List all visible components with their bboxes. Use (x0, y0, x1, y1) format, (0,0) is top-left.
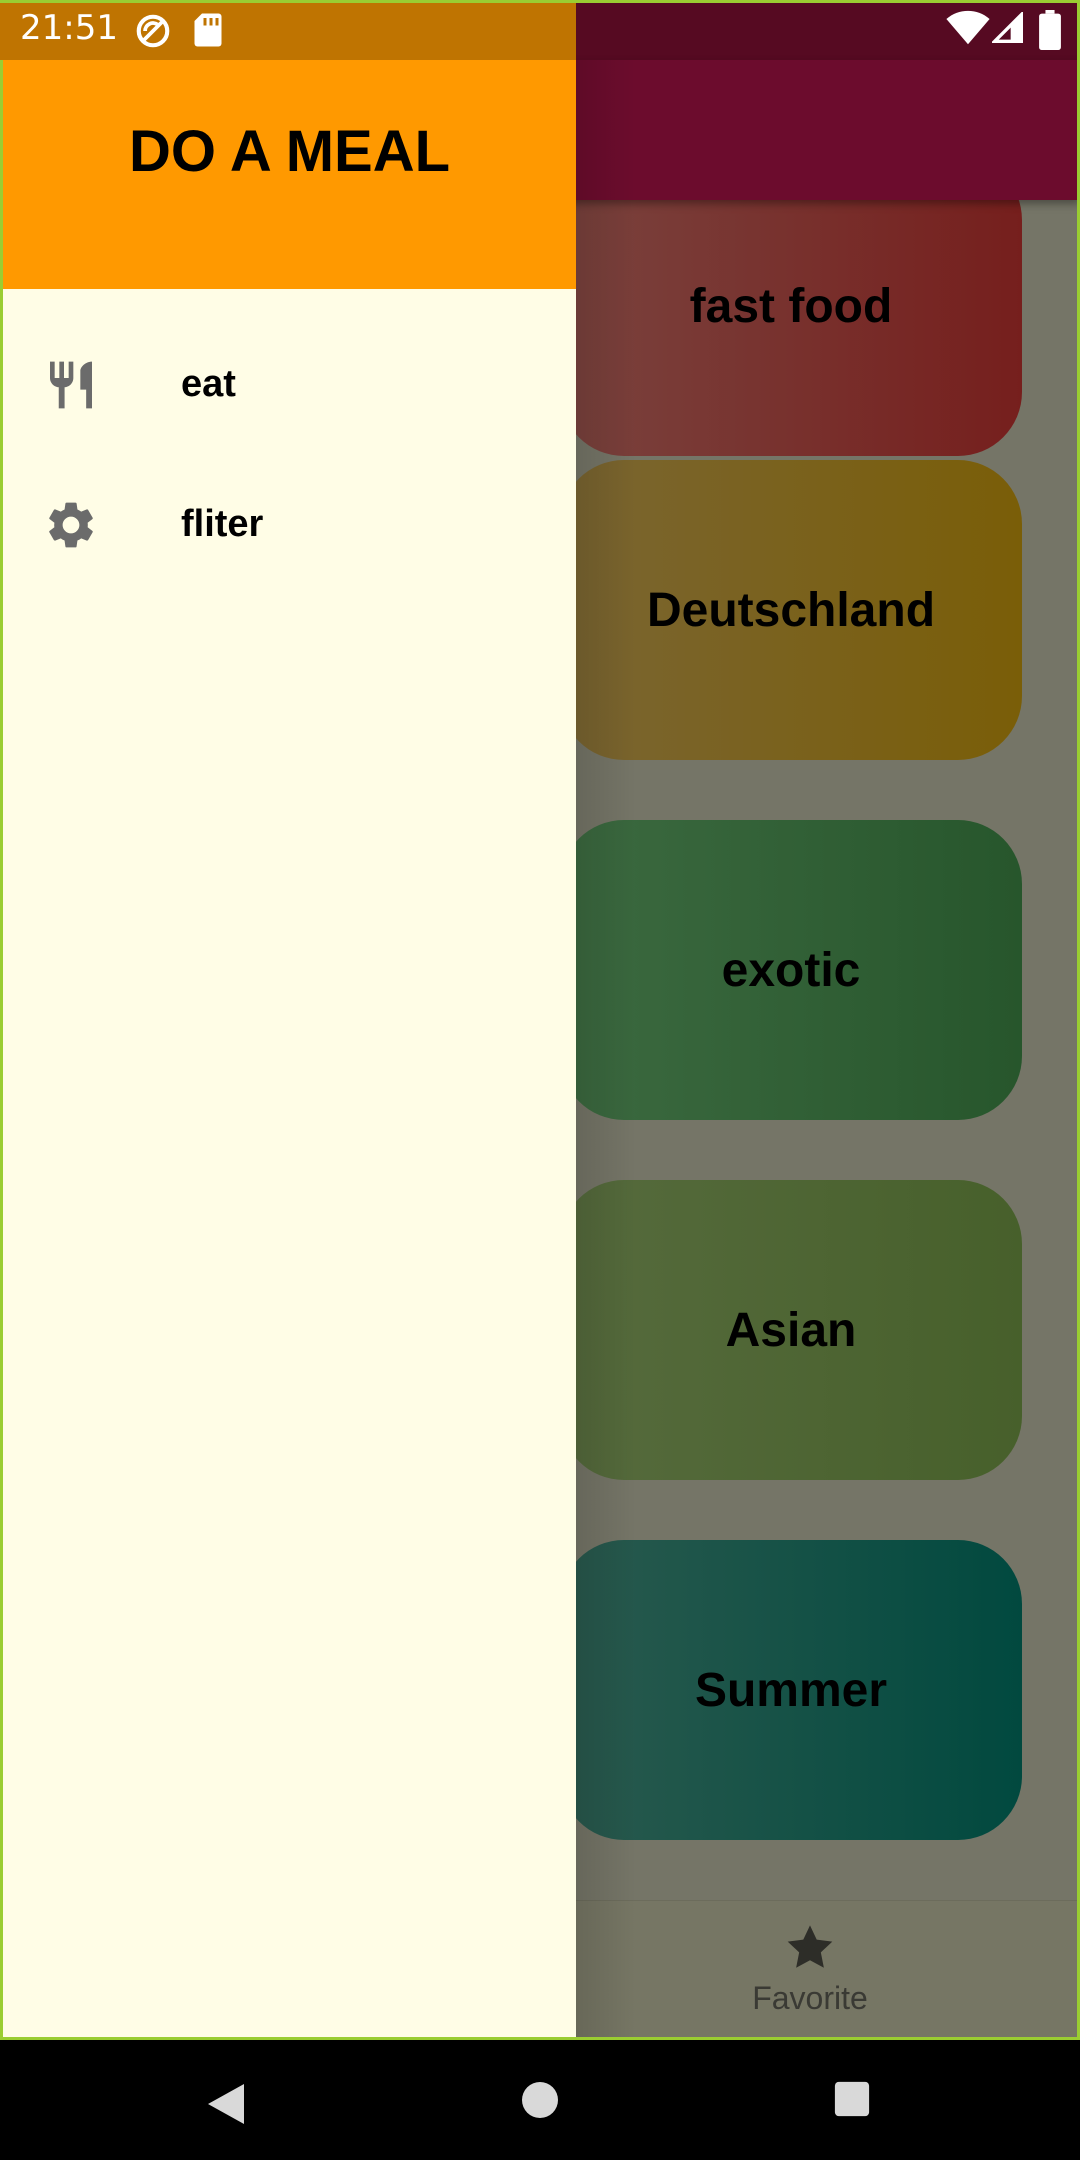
nav-item-favorite[interactable]: Favorite (740, 1921, 880, 2017)
drawer-item-filter[interactable]: fliter (3, 465, 576, 585)
sync-disabled-icon (136, 14, 170, 48)
drawer-title: DO A MEAL (128, 119, 451, 184)
category-card-exotic[interactable]: exotic (560, 820, 1022, 1120)
nav-favorite-label: Favorite (752, 1980, 868, 2016)
drawer-item-eat[interactable]: eat (3, 325, 576, 445)
back-icon[interactable] (204, 2080, 248, 2128)
drawer-item-label: eat (181, 363, 236, 405)
home-icon[interactable] (520, 2080, 560, 2120)
recents-icon[interactable] (833, 2080, 871, 2118)
category-label: Deutschland (646, 583, 936, 637)
drawer-status-bar (0, 0, 576, 60)
category-card-fast-food[interactable]: fast food (560, 156, 1022, 456)
category-card-summer[interactable]: Summer (560, 1540, 1022, 1840)
frame-border-top (0, 0, 1080, 3)
drawer-header (3, 60, 576, 289)
restaurant-icon (50, 361, 92, 409)
cellular-signal-icon (992, 12, 1023, 43)
app-screen: eite fast food Deutschland exotic Asian … (0, 0, 1080, 2040)
system-navigation-bar (0, 2040, 1080, 2160)
drawer-scrim-edge (576, 60, 636, 2040)
battery-icon (1039, 10, 1061, 50)
category-card-asian[interactable]: Asian (560, 1180, 1022, 1480)
category-label: exotic (721, 943, 861, 997)
settings-gear-icon (49, 502, 93, 548)
wifi-icon (946, 10, 990, 45)
category-label: Asian (725, 1303, 857, 1357)
sd-card-icon (194, 13, 222, 47)
category-card-deutschland[interactable]: Deutschland (560, 460, 1022, 760)
navigation-drawer: DO A MEAL eat fliter (0, 0, 576, 2040)
star-icon (787, 1925, 833, 1968)
frame-border-bottom (0, 2037, 1080, 2040)
status-time: 21:51 (20, 8, 118, 48)
category-label: fast food (689, 279, 893, 333)
category-label: Summer (694, 1663, 888, 1717)
drawer-item-label: fliter (181, 503, 264, 545)
frame-border-right (1077, 0, 1080, 2040)
